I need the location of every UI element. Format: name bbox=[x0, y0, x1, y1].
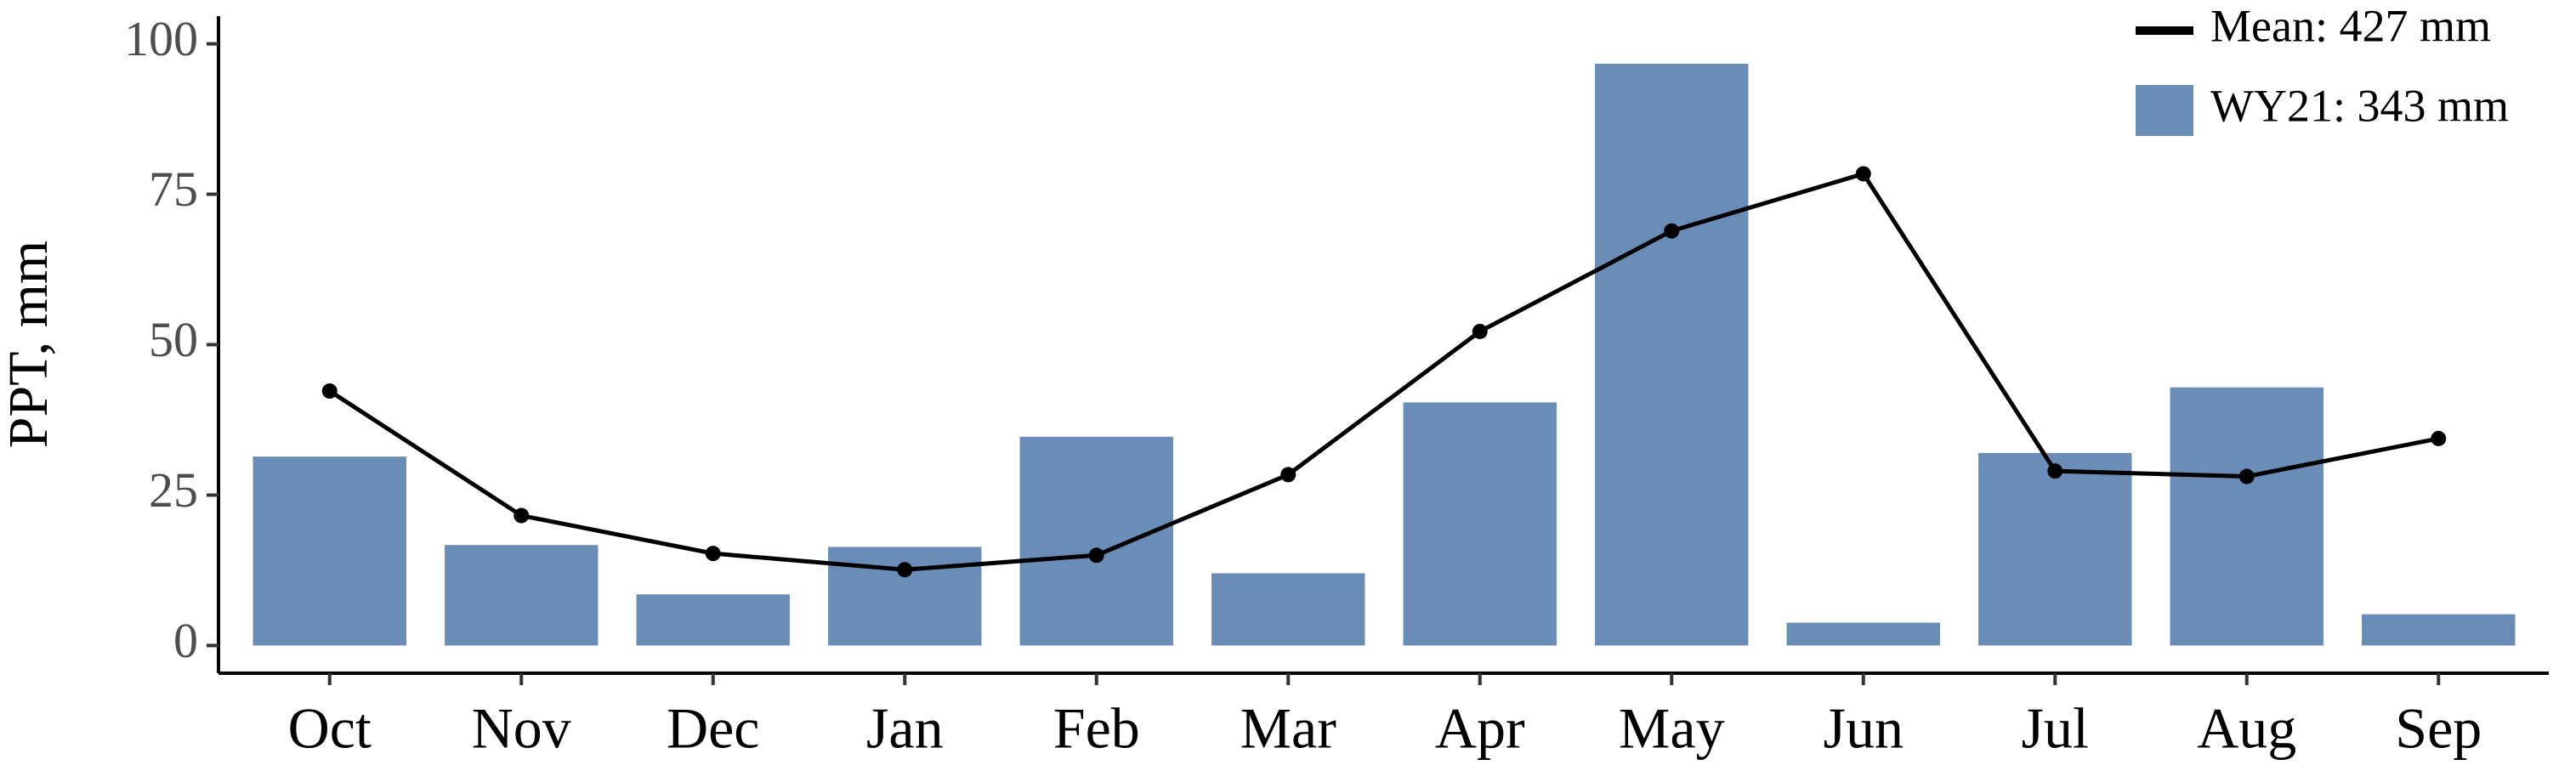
y-axis-label: PPT, mm bbox=[0, 241, 60, 449]
point bbox=[2047, 463, 2063, 479]
x-tick-label: May bbox=[1619, 696, 1725, 761]
line bbox=[328, 171, 2439, 572]
bar bbox=[1019, 436, 1173, 646]
x-tick-label: Oct bbox=[288, 696, 372, 761]
point bbox=[705, 546, 721, 562]
bar bbox=[636, 594, 790, 646]
legend-label: Mean: 427 mm bbox=[2210, 0, 2491, 51]
bar bbox=[828, 547, 982, 646]
point bbox=[2431, 430, 2447, 446]
bar bbox=[1595, 63, 1749, 646]
y-tick-label: 50 bbox=[149, 312, 198, 367]
point bbox=[897, 562, 913, 578]
bar bbox=[2170, 387, 2324, 646]
point bbox=[1664, 223, 1680, 239]
x-tick-label: Feb bbox=[1053, 696, 1140, 761]
x-tick-label: Jan bbox=[866, 696, 944, 761]
x-tick-label: Sep bbox=[2395, 696, 2482, 761]
legend-label: WY21: 343 mm bbox=[2210, 80, 2509, 131]
y-tick-label: 25 bbox=[149, 462, 198, 518]
point bbox=[1088, 547, 1104, 564]
bar bbox=[445, 545, 599, 646]
legend-swatch bbox=[2136, 85, 2193, 136]
y-tick-label: 100 bbox=[124, 11, 198, 66]
bar bbox=[2362, 614, 2516, 646]
bar bbox=[1211, 573, 1365, 646]
x-tick-label: Aug bbox=[2197, 696, 2296, 761]
y-tick-label: 0 bbox=[173, 613, 198, 668]
y-tick-label: 75 bbox=[149, 162, 198, 217]
x-tick-label: Jul bbox=[2022, 696, 2089, 761]
x-tick-label: Mar bbox=[1240, 696, 1337, 761]
point bbox=[2238, 468, 2255, 484]
point bbox=[1472, 323, 1488, 339]
x-tick-label: Nov bbox=[472, 696, 571, 761]
bar bbox=[1786, 622, 1940, 646]
x-tick-label: Dec bbox=[667, 696, 759, 761]
x-tick-label: Apr bbox=[1435, 696, 1525, 761]
bar bbox=[252, 456, 406, 646]
x-tick-label: Jun bbox=[1824, 696, 1904, 761]
point bbox=[1855, 166, 1871, 182]
bar bbox=[1403, 402, 1557, 646]
point bbox=[321, 383, 338, 400]
bar bbox=[1978, 452, 2132, 646]
point bbox=[513, 507, 530, 524]
point bbox=[1280, 467, 1297, 483]
